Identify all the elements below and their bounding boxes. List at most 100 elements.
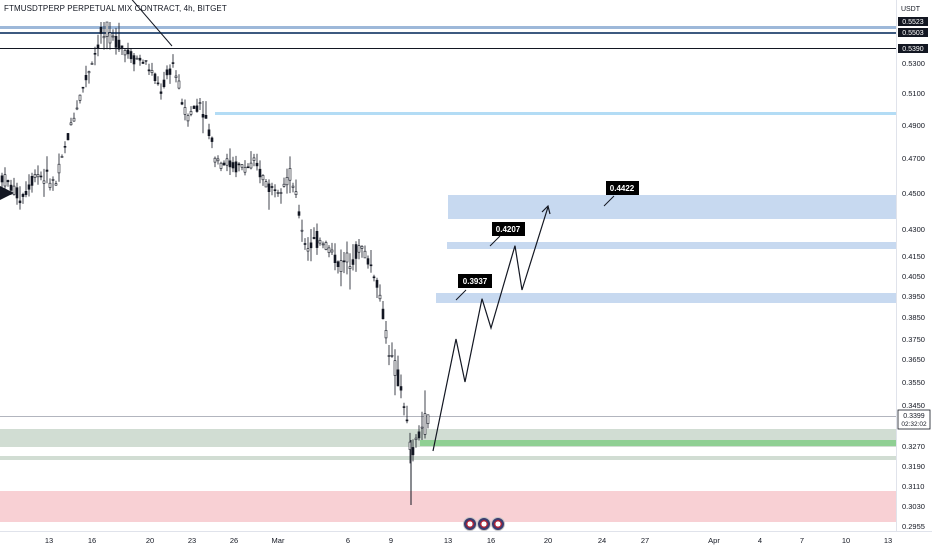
price-tick-label: 0.4500	[902, 189, 925, 198]
candle-body	[294, 191, 298, 195]
candle-body	[180, 102, 184, 105]
candle-body	[15, 187, 19, 199]
target-label-2-text: 0.4207	[496, 225, 521, 234]
candle-body	[414, 437, 418, 441]
candle-body	[315, 231, 319, 248]
candle-body	[12, 185, 16, 195]
price-tick-label: 0.3030	[902, 502, 925, 511]
candle-body	[222, 162, 226, 166]
candle-body	[237, 163, 241, 166]
candle-body	[357, 245, 361, 253]
target-label-3-text: 0.4422	[610, 184, 635, 193]
time-tick-label: 13	[444, 536, 452, 545]
candle-body	[165, 69, 169, 76]
candle-body	[45, 169, 49, 172]
candle-body	[297, 211, 301, 216]
us-flag-icon[interactable]	[491, 517, 505, 531]
price-tick-label: 0.3190	[902, 462, 925, 471]
us-flag-icon[interactable]	[463, 517, 477, 531]
time-axis[interactable]: 13 16 20 23 26 Mar 6 9 13 16 20 24 27 Apr 4 7 10 13	[0, 531, 932, 546]
left-arrow-marker	[0, 186, 14, 200]
target-label-2[interactable]: 0.4207	[489, 222, 525, 247]
candle-body	[177, 80, 181, 89]
candle-body	[183, 107, 187, 115]
candle-body	[312, 237, 316, 239]
candle-body	[351, 259, 355, 265]
candle-body	[267, 183, 271, 192]
price-tag-1-text: 0.5523	[902, 19, 924, 26]
candle-body	[192, 105, 196, 109]
candle-body	[249, 162, 253, 169]
candle-body	[57, 163, 61, 174]
candle-body	[252, 157, 256, 161]
candle-body	[369, 264, 373, 267]
candle-body	[69, 122, 73, 126]
candle-body	[30, 176, 34, 186]
price-axis[interactable]: 0.5300 0.5100 0.4900 0.4700 0.4500 0.4300 0.41…	[896, 0, 931, 531]
candle-body	[336, 261, 340, 268]
price-tick-label: 0.3750	[902, 335, 925, 344]
candle-body	[21, 194, 25, 197]
time-tick-label: Apr	[708, 536, 720, 545]
candle-body	[417, 431, 421, 439]
candle-body	[378, 294, 382, 300]
candle-body	[381, 308, 385, 320]
candle-body	[243, 167, 247, 173]
time-tick-label: 16	[487, 536, 495, 545]
us-flag-icon[interactable]	[477, 517, 491, 531]
candle-body	[87, 71, 91, 74]
time-tick-label: 6	[346, 536, 350, 545]
last-price-value: 0.3399	[903, 413, 925, 420]
candle-body	[27, 184, 31, 190]
resistance-line-2	[0, 32, 896, 34]
candle-body	[213, 157, 217, 163]
candle-body	[405, 419, 409, 422]
time-tick-label: 16	[88, 536, 96, 545]
candle-body	[48, 182, 52, 188]
symbol-title: FTMUSDTPERP PERPETUAL MIX CONTRACT, 4h, …	[4, 4, 227, 13]
candle-body	[144, 59, 148, 62]
price-tick-label: 0.3550	[902, 378, 925, 387]
projected-path	[432, 206, 549, 452]
candle-body	[81, 86, 85, 89]
time-tick-label: 20	[146, 536, 154, 545]
candle-body	[393, 360, 397, 376]
candle-body	[390, 354, 394, 357]
candle-body	[420, 426, 424, 429]
candle-body	[189, 111, 193, 115]
plot-area[interactable]	[0, 0, 896, 531]
price-tick-label: 0.2955	[902, 522, 925, 531]
time-tick-label: 13	[884, 536, 892, 545]
candle-body	[303, 243, 307, 245]
support-zone-line	[420, 440, 896, 446]
candle-body	[363, 250, 367, 259]
price-tick-label: 0.3950	[902, 292, 925, 301]
candle-body	[399, 386, 403, 391]
candle-body	[198, 102, 202, 104]
candle-body	[261, 175, 265, 181]
candle-body	[186, 115, 190, 122]
candle-body	[282, 183, 286, 187]
candle-body	[276, 192, 280, 194]
price-tick-label: 0.5300	[902, 59, 925, 68]
candle-body	[300, 229, 304, 232]
candle-body	[132, 55, 136, 65]
resistance-line-1	[0, 26, 896, 29]
candle-body	[63, 146, 67, 148]
candle-body	[42, 180, 46, 184]
price-tag-3-text: 0.5390	[902, 46, 924, 53]
candle-body	[96, 44, 100, 49]
candle-body	[426, 414, 430, 424]
candle-body	[162, 79, 166, 87]
candle-body	[309, 242, 313, 249]
candle-body	[345, 252, 349, 263]
projected-arrowhead	[541, 204, 551, 215]
support-zone-2	[0, 456, 896, 460]
candle-body	[33, 174, 37, 178]
candle-body	[6, 180, 10, 183]
target-label-3[interactable]: 0.4422	[603, 181, 639, 207]
candle-body	[36, 174, 40, 178]
candle-body	[51, 179, 55, 181]
target-label-1[interactable]: 0.3937	[455, 274, 492, 301]
